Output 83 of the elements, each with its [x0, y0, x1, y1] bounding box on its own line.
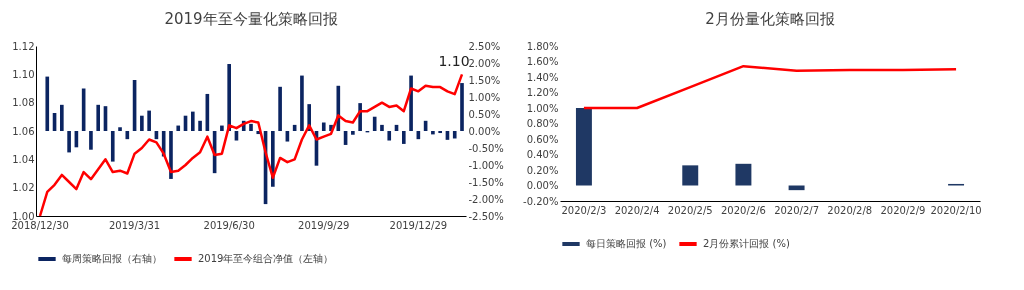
- y-tick-label: 0.40%: [526, 149, 559, 160]
- bar: [45, 76, 50, 131]
- x-tick-label: 2020/2/4: [614, 204, 660, 216]
- y-tick-label: 1.00: [12, 210, 35, 222]
- bar: [351, 131, 355, 135]
- x-tick-label: 2020/2/8: [827, 204, 873, 216]
- y-tick-label: 1.60%: [526, 56, 559, 67]
- y-tick-label: -0.20%: [523, 195, 559, 207]
- x-tick-label: 2019/9/29: [298, 219, 350, 231]
- x-tick-label: 2020/2/5: [667, 204, 713, 216]
- bar: [372, 116, 377, 131]
- bar: [89, 131, 93, 150]
- bar: [278, 86, 282, 131]
- y-tick-label: 0.20%: [526, 164, 559, 176]
- x-tick-label: 2018/12/30: [11, 219, 69, 231]
- bar: [401, 131, 406, 144]
- bar: [438, 131, 442, 134]
- y2-tick-label: -2.50%: [468, 210, 504, 222]
- bar: [125, 131, 130, 140]
- x-tick-label: 2020/2/6: [720, 204, 766, 216]
- y-tick-label: 1.40%: [526, 71, 559, 83]
- bar: [147, 110, 151, 131]
- bar: [387, 131, 392, 141]
- line-series: [582, 64, 958, 110]
- x-tick-label: 2020/2/10: [930, 204, 982, 216]
- y-tick-label: 1.20%: [526, 87, 559, 98]
- bar: [682, 165, 699, 186]
- bar: [735, 163, 752, 186]
- y2-tick-label: 1.00%: [468, 91, 501, 103]
- bar: [190, 111, 195, 131]
- y-tick-label: 1.12: [12, 40, 35, 52]
- x-tick-label: 2020/2/3: [561, 204, 607, 216]
- y2-tick-label: 1.50%: [468, 74, 501, 86]
- bar: [575, 108, 592, 186]
- bar: [431, 131, 435, 135]
- bar: [300, 75, 304, 131]
- y2-tick-label: -1.00%: [468, 159, 504, 171]
- x-tick-label: 2019/12/29: [389, 219, 448, 231]
- y2-tick-label: 2.50%: [468, 40, 501, 52]
- legend-label: 2月份累计回报 (%): [703, 238, 790, 249]
- bar: [67, 131, 71, 153]
- bar: [118, 127, 122, 131]
- bar: [198, 120, 202, 131]
- y2-tick-label: 0.00%: [468, 125, 501, 137]
- x-tick-label: 2019/3/31: [108, 219, 161, 231]
- y2-tick-label: -2.00%: [468, 193, 504, 205]
- y-tick-label: 0.00%: [526, 180, 559, 191]
- x-tick-label: 2019/6/30: [203, 219, 255, 231]
- y2-tick-label: 2.00%: [468, 57, 501, 69]
- y-tick-label: 0.80%: [526, 118, 559, 129]
- y-tick-label: 1.08: [12, 97, 35, 109]
- bar: [140, 115, 144, 131]
- bar: [220, 125, 224, 131]
- legend-label: 2019年至今组合净值（左轴）: [198, 253, 334, 264]
- bar: [110, 131, 115, 162]
- x-tick-label: 2020/2/9: [880, 204, 926, 216]
- bar: [452, 131, 457, 139]
- y-tick-label: 1.10: [12, 68, 35, 80]
- bar: [96, 104, 101, 131]
- bar: [169, 131, 173, 179]
- bar: [60, 104, 64, 131]
- x-tick-label: 2020/2/7: [774, 204, 820, 216]
- y2-tick-label: -0.50%: [468, 142, 504, 154]
- y-tick-label: 1.00%: [526, 102, 559, 114]
- legend-label: 每周策略回报（右轴）: [62, 253, 162, 264]
- chart-title: 2月份量化策略回报: [705, 10, 835, 28]
- bar: [409, 75, 413, 131]
- data-label: 1.10: [438, 53, 470, 70]
- y-tick-label: 1.06: [12, 125, 35, 137]
- bar: [460, 83, 464, 131]
- y-tick-label: 1.02: [12, 182, 35, 194]
- chart-title: 2019年至今量化策略回报: [164, 10, 338, 28]
- bar: [249, 123, 253, 131]
- bar: [321, 122, 326, 131]
- y2-tick-label: 0.50%: [468, 108, 501, 120]
- y-tick-label: 1.04: [12, 153, 35, 165]
- y-tick-label: 1.80%: [526, 40, 559, 52]
- y2-tick-label: -1.50%: [468, 176, 504, 188]
- legend-label: 每日策略回报 (%): [586, 238, 667, 249]
- bar: [176, 125, 181, 131]
- bar: [227, 64, 231, 131]
- bar: [380, 124, 384, 131]
- y-tick-label: 0.60%: [526, 133, 559, 145]
